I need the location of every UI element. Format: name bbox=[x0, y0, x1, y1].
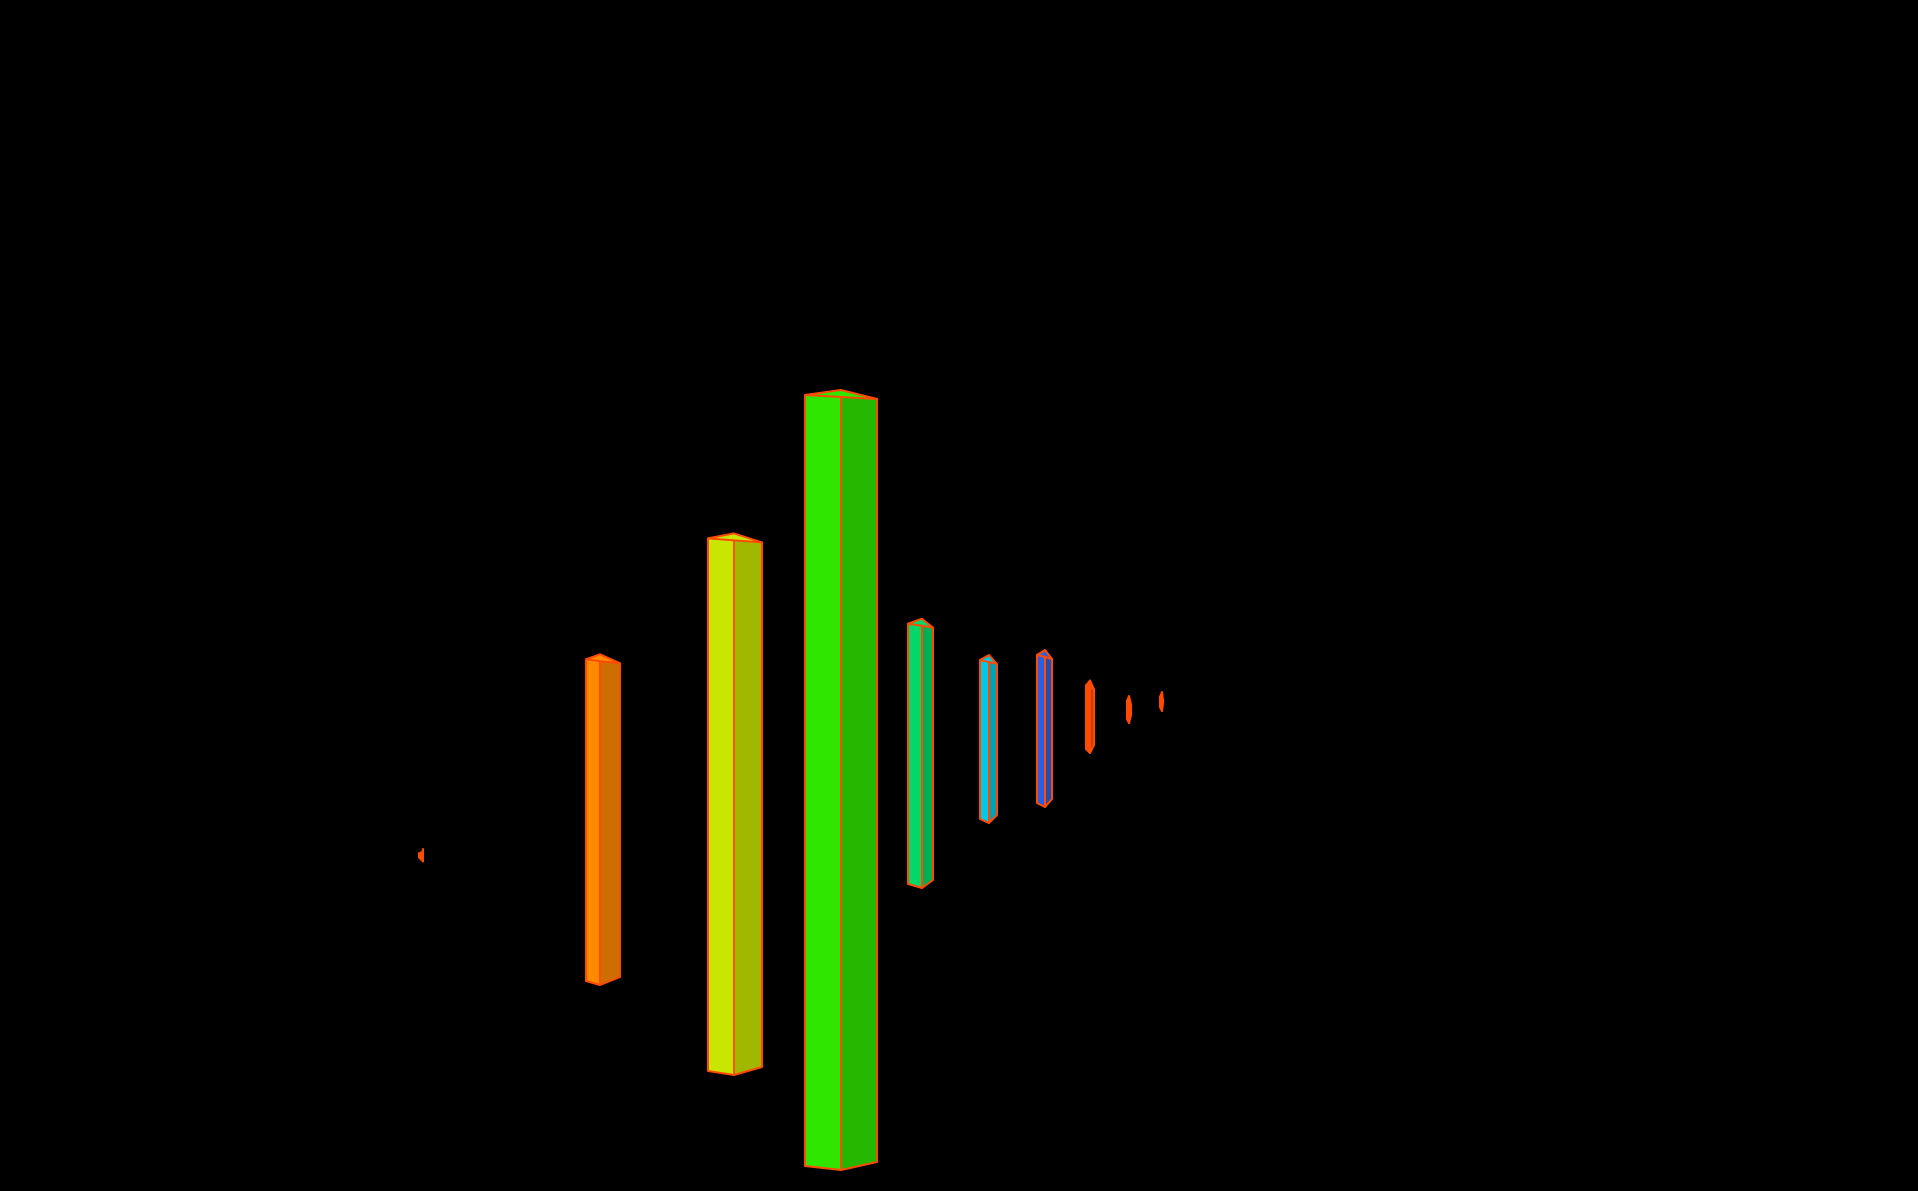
bar-6-front-face bbox=[979, 655, 990, 824]
bar-9 bbox=[1126, 694, 1132, 724]
bar-3-top-face bbox=[707, 532, 763, 544]
bar-1 bbox=[418, 848, 424, 863]
bar-4 bbox=[804, 389, 878, 1171]
bar-10 bbox=[1159, 691, 1164, 712]
bar-4-side-face bbox=[840, 390, 878, 1171]
bar-3-front-face bbox=[707, 533, 735, 1076]
bar-2 bbox=[585, 653, 621, 986]
bar-2-top-face bbox=[585, 653, 621, 665]
bar-9-top-face bbox=[1126, 694, 1132, 706]
bar-3 bbox=[707, 532, 763, 1076]
bar-8 bbox=[1085, 679, 1095, 754]
bar-10-top-face bbox=[1159, 691, 1164, 702]
bar-8-top-face bbox=[1085, 679, 1095, 691]
bar-7-front-face bbox=[1036, 650, 1046, 808]
bar-3-side-face bbox=[733, 533, 763, 1076]
bar-6-top-face bbox=[979, 654, 998, 666]
bar-5-top-face bbox=[907, 617, 934, 629]
bar-7-top-face bbox=[1036, 649, 1053, 660]
bar-8-side-face bbox=[1089, 680, 1095, 754]
bar-6-side-face bbox=[988, 655, 998, 824]
bar-5-side-face bbox=[921, 618, 934, 889]
bar-4-front-face bbox=[804, 390, 842, 1171]
bar-7-side-face bbox=[1044, 650, 1053, 808]
bar-7 bbox=[1036, 649, 1053, 808]
bar-4-top-face bbox=[804, 389, 878, 400]
bar-1-top-face bbox=[418, 851, 424, 863]
bar-5-front-face bbox=[907, 618, 923, 889]
bar-6 bbox=[979, 654, 998, 824]
bar-2-front-face bbox=[585, 654, 601, 986]
bar-2-side-face bbox=[599, 654, 621, 986]
bar-5 bbox=[907, 617, 934, 889]
